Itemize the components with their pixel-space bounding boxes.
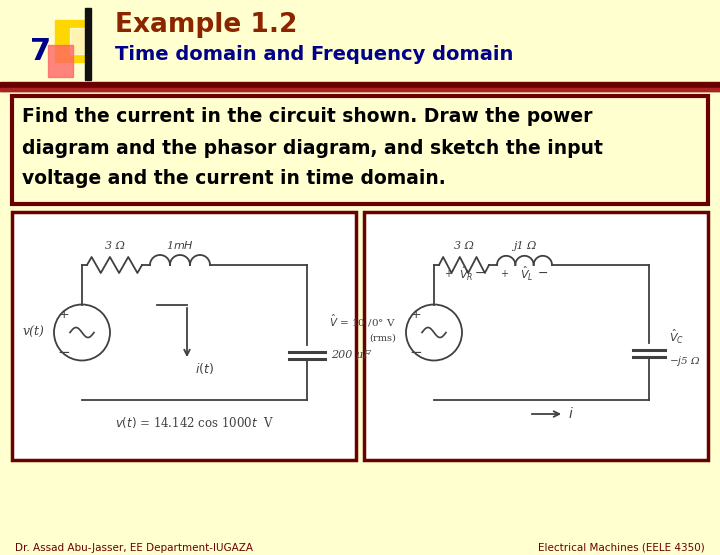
Text: $\hat{V}_L$: $\hat{V}_L$: [520, 265, 534, 283]
Text: voltage and the current in time domain.: voltage and the current in time domain.: [22, 169, 446, 189]
Text: 200 μF: 200 μF: [331, 350, 371, 360]
Text: Time domain and Frequency domain: Time domain and Frequency domain: [115, 46, 513, 64]
Text: +: +: [410, 308, 421, 321]
Bar: [55, 20, 90, 62]
Bar: [12, 212, 356, 460]
Bar: [0, 82, 720, 91]
Text: Find the current in the circuit shown. Draw the power: Find the current in the circuit shown. D…: [22, 108, 593, 127]
Text: $v(t)$ = 14.142 cos 1000$t$  V: $v(t)$ = 14.142 cos 1000$t$ V: [115, 415, 274, 430]
Text: $\hat{V}_C$: $\hat{V}_C$: [669, 328, 684, 346]
Bar: [70, 28, 90, 54]
Text: Dr. Assad Abu-Jasser, EE Department-IUGAZA: Dr. Assad Abu-Jasser, EE Department-IUGA…: [15, 543, 253, 553]
Text: 7: 7: [30, 38, 51, 67]
Bar: [364, 212, 708, 460]
Bar: [48, 45, 73, 77]
Text: −: −: [410, 345, 423, 360]
Text: $\hat{V}$ = 10 /0° V: $\hat{V}$ = 10 /0° V: [329, 312, 396, 329]
Text: Electrical Machines (EELE 4350): Electrical Machines (EELE 4350): [539, 543, 705, 553]
Bar: [0, 88, 720, 91]
Bar: [85, 8, 91, 80]
Text: j1 Ω: j1 Ω: [513, 241, 536, 251]
Text: $i(t)$: $i(t)$: [195, 361, 214, 376]
Text: +: +: [444, 269, 452, 279]
Bar: [12, 96, 708, 204]
Text: +: +: [500, 269, 508, 279]
Text: $\hat{V}_R$: $\hat{V}_R$: [459, 265, 473, 283]
Text: −$j$5 Ω: −$j$5 Ω: [669, 354, 701, 368]
Text: 1$mH$: 1$mH$: [166, 239, 194, 251]
Text: Example 1.2: Example 1.2: [115, 12, 297, 38]
Text: v(t): v(t): [22, 326, 44, 339]
Text: $i$: $i$: [568, 406, 574, 421]
Text: diagram and the phasor diagram, and sketch the input: diagram and the phasor diagram, and sket…: [22, 139, 603, 158]
Text: 3 Ω: 3 Ω: [454, 241, 474, 251]
Text: −: −: [474, 267, 485, 280]
Text: −: −: [58, 345, 71, 360]
Text: −: −: [538, 267, 548, 280]
Text: +: +: [59, 308, 69, 321]
Text: (rms): (rms): [369, 334, 396, 343]
Text: 3 Ω: 3 Ω: [104, 241, 125, 251]
